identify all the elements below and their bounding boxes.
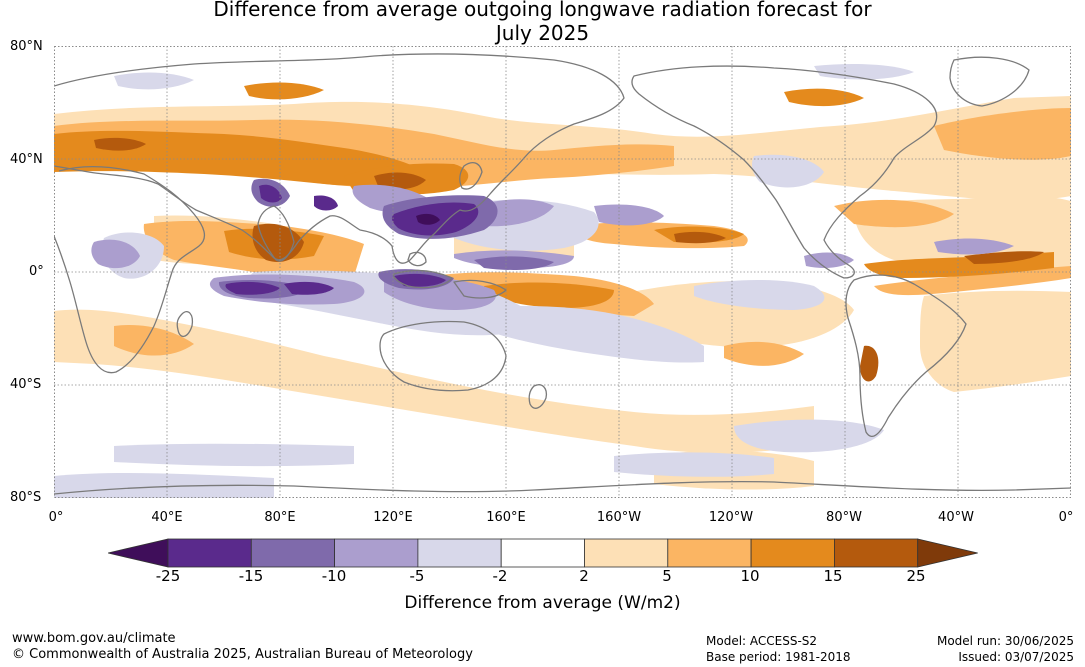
- colorbar-tick: 5: [662, 567, 672, 585]
- colorbar: [108, 538, 978, 568]
- colorbar-swatch: [167, 538, 252, 568]
- colorbar-swatch: [834, 538, 919, 568]
- olr-anomaly-map: [54, 46, 1071, 498]
- colorbar-tick: -10: [321, 567, 347, 585]
- colorbar-swatch: [250, 538, 336, 568]
- colorbar-tick: -2: [492, 567, 508, 585]
- maritime-continent-outline: [392, 251, 507, 299]
- colorbar-tick: -15: [238, 567, 264, 585]
- footer-url: www.bom.gov.au/climate: [12, 631, 176, 646]
- australia-outline: [379, 320, 507, 392]
- colorbar-tick: 15: [823, 567, 843, 585]
- north-america-outline: [631, 65, 938, 279]
- lat-label-80s: 80°S: [10, 490, 42, 505]
- footer-left: www.bom.gov.au/climate © Commonwealth of…: [12, 631, 473, 663]
- footer-issued: Issued: 03/07/2025: [958, 650, 1074, 664]
- colorbar-swatch: [417, 538, 502, 568]
- eurasia-outline: [54, 53, 625, 264]
- lat-label-40n: 40°N: [10, 152, 43, 167]
- footer-run-info: Model run: 30/06/2025 Issued: 03/07/2025: [937, 633, 1074, 665]
- colorbar-swatch: [584, 538, 669, 568]
- lon-label-120e: 120°E: [373, 510, 413, 525]
- south-america-outline: [845, 274, 967, 437]
- lon-label-0: 0°: [48, 510, 64, 525]
- colorbar-swatch: [500, 538, 585, 568]
- new-zealand-outline: [528, 384, 548, 409]
- lon-label-40w: 40°W: [938, 510, 974, 525]
- footer-model-run: Model run: 30/06/2025: [936, 634, 1074, 648]
- lon-label-360: 0°: [1058, 510, 1074, 525]
- lat-label-equator: 0°: [29, 264, 44, 279]
- lon-label-80w: 80°W: [826, 510, 862, 525]
- footer-base-period: Base period: 1981-2018: [706, 650, 851, 664]
- lon-label-160e: 160°E: [486, 510, 526, 525]
- lat-label-80n: 80°N: [10, 39, 43, 54]
- map-title: Difference from average outgoing longwav…: [0, 0, 1085, 45]
- map-border: [54, 46, 1071, 498]
- greenland-outline: [949, 56, 1030, 107]
- japan-outline: [459, 161, 483, 190]
- colorbar-title: Difference from average (W/m2): [404, 593, 681, 613]
- madagascar-outline: [176, 311, 194, 337]
- lon-label-40e: 40°E: [151, 510, 183, 525]
- title-line-2: July 2025: [495, 21, 590, 45]
- antarctica-outline: [54, 480, 1071, 495]
- anomaly-negative-below-25: [416, 213, 440, 225]
- footer-copyright: © Commonwealth of Australia 2025, Austra…: [12, 647, 473, 662]
- colorbar-swatch: [667, 538, 752, 568]
- colorbar-extend-low: [108, 538, 169, 568]
- colorbar-extend-high: [917, 538, 978, 568]
- colorbar-tick: 10: [740, 567, 760, 585]
- lon-label-80e: 80°E: [264, 510, 296, 525]
- colorbar-swatch: [750, 538, 835, 568]
- colorbar-tick: 2: [579, 567, 589, 585]
- footer-model: Model: ACCESS-S2: [706, 634, 818, 648]
- india-outline: [257, 205, 295, 262]
- lon-label-160w: 160°W: [596, 510, 642, 525]
- lat-label-40s: 40°S: [10, 377, 42, 392]
- colorbar-tick: -5: [409, 567, 425, 585]
- colorbar-tick: -25: [155, 567, 181, 585]
- title-line-1: Difference from average outgoing longwav…: [213, 0, 872, 21]
- footer-model-info: Model: ACCESS-S2 Base period: 1981-2018: [706, 633, 851, 665]
- colorbar-tick: 25: [906, 567, 926, 585]
- map-gridlines: [54, 46, 1071, 498]
- colorbar-swatch: [334, 538, 419, 568]
- lon-label-120w: 120°W: [708, 510, 754, 525]
